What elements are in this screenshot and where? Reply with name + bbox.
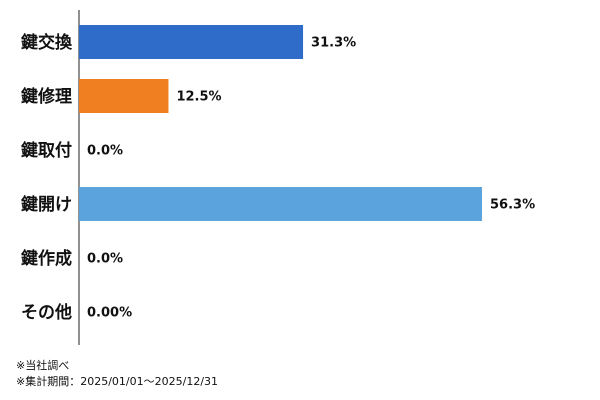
bar bbox=[79, 187, 482, 221]
note: ※当社調べ bbox=[16, 358, 69, 372]
value-label: 0.0% bbox=[87, 252, 123, 267]
value-label: 56.3% bbox=[490, 198, 535, 213]
category-label: 鍵作成 bbox=[21, 248, 72, 269]
category-label: 鍵交換 bbox=[21, 32, 73, 53]
category-label: その他 bbox=[21, 302, 72, 323]
note: ※集計期間：2025/01/01～2025/12/31 bbox=[16, 374, 218, 388]
category-label: 鍵修理 bbox=[21, 86, 72, 107]
value-label: 0.0% bbox=[87, 144, 123, 159]
category-label: 鍵開け bbox=[21, 194, 72, 215]
bar bbox=[79, 79, 169, 113]
bar bbox=[79, 25, 304, 59]
category-label: 鍵取付 bbox=[21, 140, 72, 161]
value-label: 0.00% bbox=[87, 306, 132, 321]
value-label: 12.5% bbox=[176, 90, 221, 105]
value-label: 31.3% bbox=[311, 36, 356, 51]
